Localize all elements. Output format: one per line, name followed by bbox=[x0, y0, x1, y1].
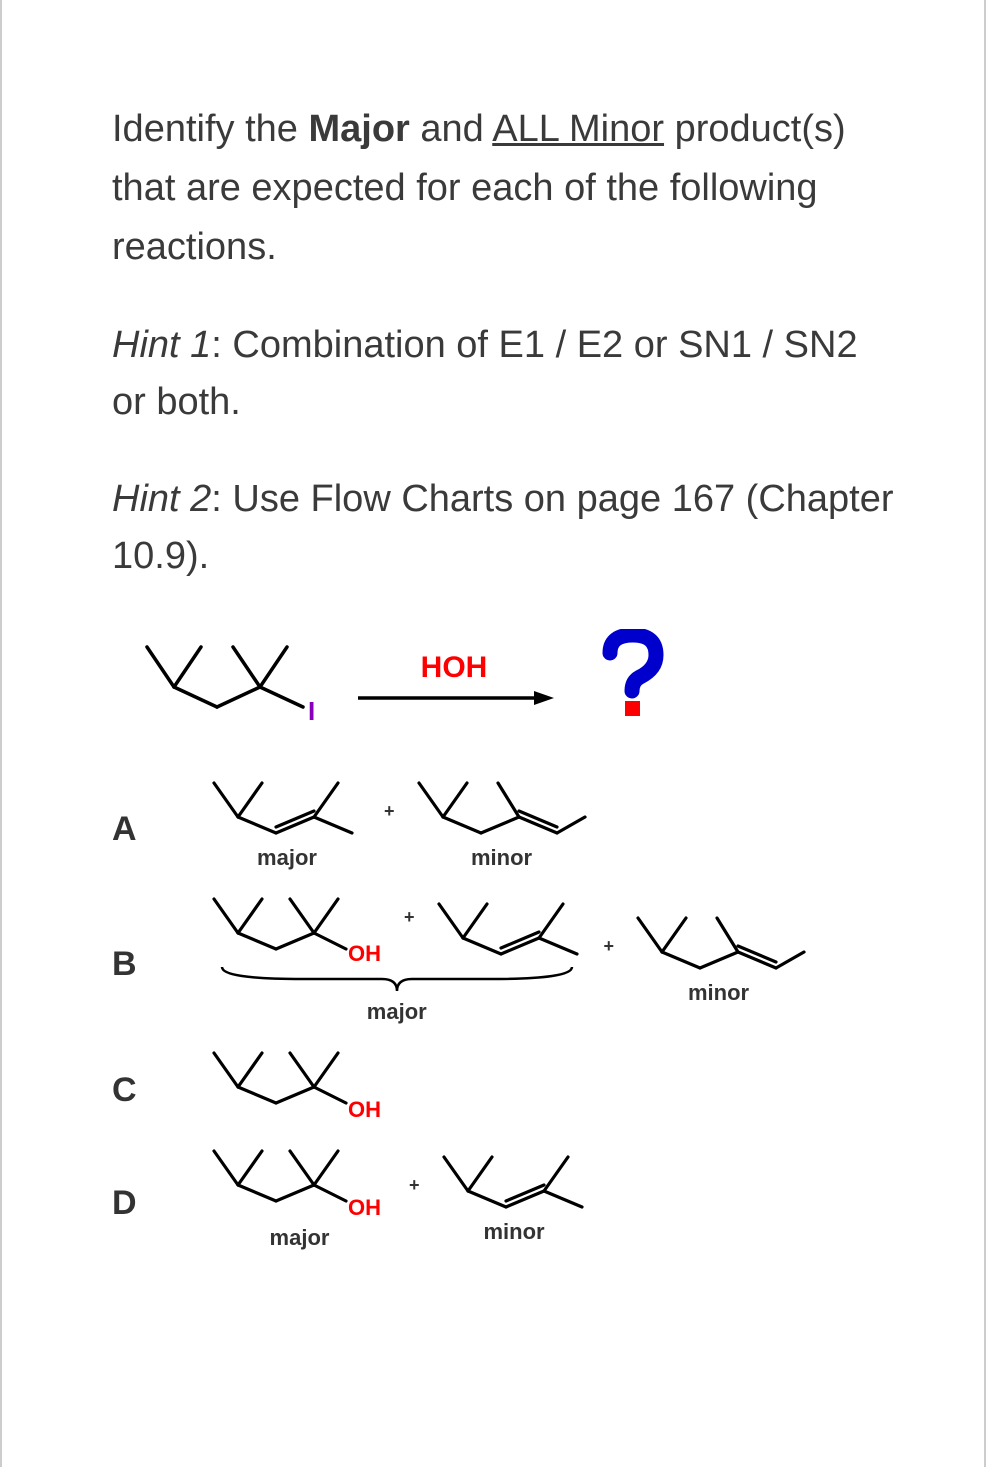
plus-icon: + bbox=[384, 801, 395, 840]
plus-icon: + bbox=[604, 936, 615, 975]
substrate-structure: I bbox=[132, 632, 332, 727]
option-b-letter: B bbox=[112, 927, 202, 984]
option-b-product3-structure bbox=[626, 906, 811, 976]
option-d-letter: D bbox=[112, 1166, 202, 1223]
option-d[interactable]: D bbox=[112, 1139, 894, 1251]
svg-text:I: I bbox=[308, 696, 315, 726]
q-prefix: Identify the bbox=[112, 108, 308, 150]
option-c[interactable]: C bbox=[112, 1041, 894, 1123]
option-d-product2-structure bbox=[432, 1145, 597, 1215]
option-a-letter: A bbox=[112, 792, 202, 849]
hint2-label: Hint 2 bbox=[112, 478, 211, 520]
oh-label: OH bbox=[348, 1195, 381, 1220]
hint-2: Hint 2: Use Flow Charts on page 167 (Cha… bbox=[112, 471, 894, 585]
answer-options: A bbox=[112, 771, 894, 1251]
option-a-major-label: major bbox=[257, 845, 317, 871]
option-b-minor-label: minor bbox=[688, 980, 749, 1006]
option-b-major-label: major bbox=[367, 999, 427, 1025]
option-d-minor-label: minor bbox=[483, 1219, 544, 1245]
reagent-label: HOH bbox=[421, 651, 488, 685]
option-a-product2-structure bbox=[407, 771, 597, 841]
option-a-product1-structure bbox=[202, 771, 372, 841]
option-c-product1-structure: OH bbox=[202, 1041, 397, 1123]
hint1-text: : Combination of E1 / E2 or SN1 / SN2 or… bbox=[112, 324, 858, 423]
plus-icon: + bbox=[409, 1175, 420, 1214]
curly-brace-icon bbox=[212, 961, 582, 995]
option-d-major-label: major bbox=[270, 1225, 330, 1251]
option-a-minor-label: minor bbox=[471, 845, 532, 871]
reaction-arrow-icon bbox=[354, 687, 554, 709]
hint1-label: Hint 1 bbox=[112, 324, 211, 366]
oh-label: OH bbox=[348, 1097, 381, 1122]
plus-icon: + bbox=[404, 907, 415, 946]
reaction-scheme: I HOH bbox=[132, 629, 894, 731]
option-b[interactable]: B bbox=[112, 887, 894, 1025]
option-d-product1-structure: OH bbox=[202, 1139, 397, 1221]
q-major: Major bbox=[308, 108, 409, 150]
hint2-text: : Use Flow Charts on page 167 (Chapter 1… bbox=[112, 478, 894, 577]
option-c-letter: C bbox=[112, 1053, 202, 1110]
question-mark-icon bbox=[598, 629, 668, 731]
hint-1: Hint 1: Combination of E1 / E2 or SN1 / … bbox=[112, 317, 894, 431]
q-mid: and bbox=[410, 108, 492, 150]
question-prompt: Identify the Major and ALL Minor product… bbox=[112, 100, 894, 277]
reaction-arrow-block: HOH bbox=[354, 651, 554, 709]
option-a[interactable]: A bbox=[112, 771, 894, 871]
q-minor: ALL Minor bbox=[492, 108, 664, 150]
option-b-product1-structure: OH bbox=[202, 887, 392, 967]
option-b-product2-structure bbox=[427, 892, 592, 962]
